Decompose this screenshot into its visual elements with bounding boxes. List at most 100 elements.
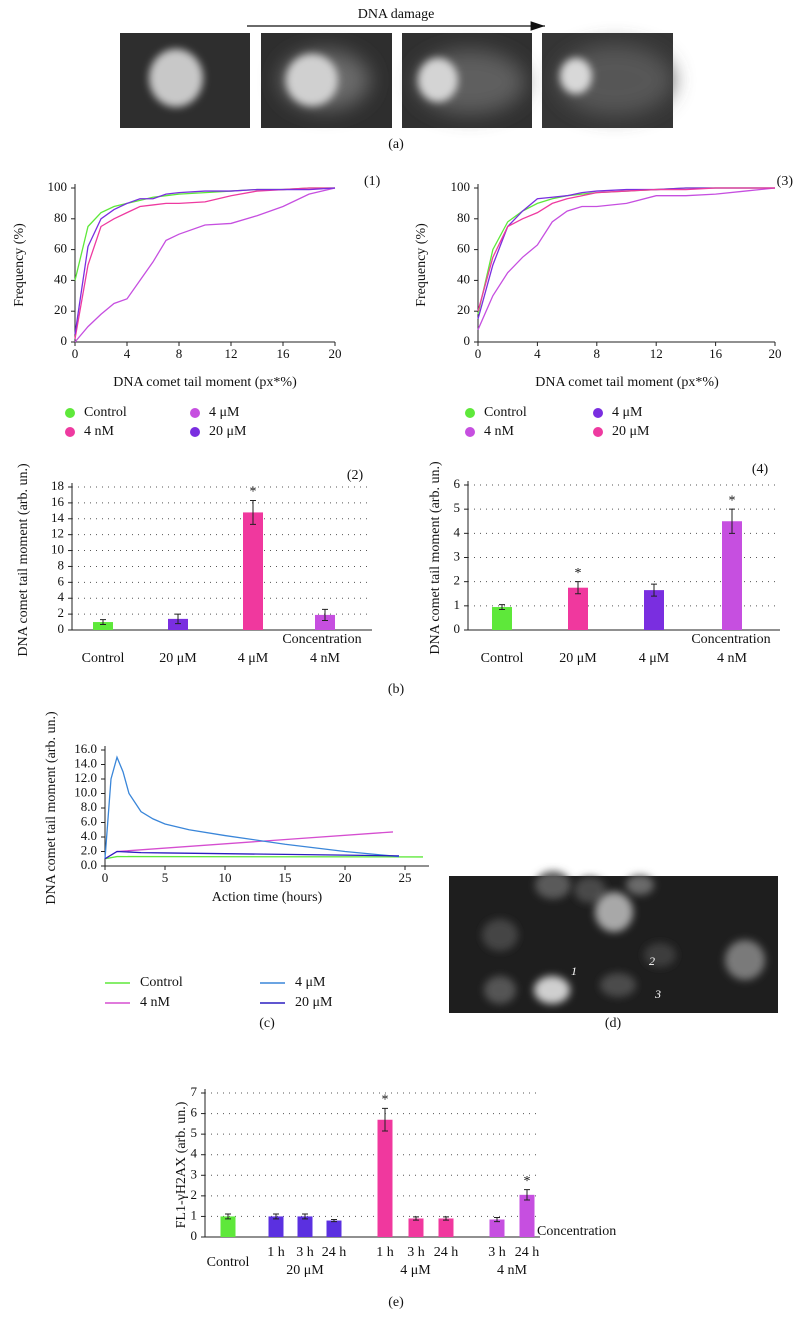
y-tick-label: 12 — [51, 526, 64, 541]
x-tick-label: 4 nM — [310, 651, 341, 666]
error-bar — [499, 604, 505, 610]
y-tick-label: 5 — [191, 1125, 198, 1140]
legend-label: Control — [140, 975, 183, 990]
x-tick-label: 20 — [769, 346, 782, 361]
x-tick-label: Control — [481, 651, 524, 666]
series-line — [477, 187, 776, 330]
series-line — [104, 755, 400, 859]
legend-label: Control — [84, 405, 127, 420]
y-tick-label: 4 — [58, 589, 65, 604]
group-label: 4 nM — [497, 1263, 528, 1278]
x-tick-label: 24 h — [322, 1245, 347, 1260]
x-tick-label: 1 h — [267, 1245, 285, 1260]
cell-label: 2 — [649, 954, 655, 968]
y-tick-label: 1 — [454, 597, 461, 612]
error-bar — [225, 1213, 231, 1220]
comet-head — [560, 58, 592, 94]
error-bar — [575, 581, 581, 595]
y-tick-label: 7 — [191, 1084, 198, 1099]
x-tick-label: 20 μM — [559, 651, 597, 666]
legend-swatch — [190, 427, 200, 437]
bar — [377, 1119, 393, 1237]
x-axis-title: Concentration — [282, 632, 361, 647]
x-tick-label: 4 — [124, 346, 131, 361]
x-tick-label: 10 — [219, 870, 232, 885]
panel-label: (a) — [388, 137, 404, 152]
comet-images — [120, 33, 673, 128]
error-bar — [273, 1213, 279, 1220]
y-tick-label: 80 — [457, 210, 470, 225]
cell-label: 1 — [571, 964, 577, 978]
nucleus — [600, 973, 636, 997]
error-bar — [100, 619, 106, 625]
y-tick-label: 100 — [48, 179, 68, 194]
bar — [489, 1219, 505, 1237]
arrow-label: DNA damage — [358, 7, 435, 22]
y-tick-label: 16.0 — [74, 741, 97, 756]
nucleus — [574, 877, 606, 903]
group-label: 4 μM — [400, 1263, 431, 1278]
panel-label: (d) — [605, 1016, 622, 1031]
x-tick-label: 12 — [225, 346, 238, 361]
y-tick-label: 20 — [457, 302, 470, 317]
bar — [326, 1220, 342, 1237]
series-line — [74, 187, 335, 340]
significance-marker: * — [382, 1093, 389, 1108]
y-tick-label: 40 — [457, 271, 470, 286]
x-tick-label: 4 μM — [238, 651, 269, 666]
x-tick-label: 20 μM — [159, 651, 197, 666]
legend-swatch — [190, 408, 200, 418]
bar — [220, 1216, 236, 1237]
x-tick-label: 0 — [475, 346, 482, 361]
panel-label: (1) — [364, 174, 381, 189]
legend-label: 20 μM — [295, 995, 333, 1010]
y-tick-label: 4 — [454, 524, 461, 539]
x-tick-label: 16 — [709, 346, 723, 361]
x-tick-label: 16 — [277, 346, 291, 361]
legend-swatch — [465, 427, 475, 437]
error-bar — [302, 1213, 308, 1220]
bar — [568, 587, 588, 630]
y-tick-label: 5 — [454, 500, 461, 515]
x-tick-label: 24 h — [434, 1245, 459, 1260]
y-tick-label: 2.0 — [81, 842, 97, 857]
panel-label: (e) — [388, 1295, 404, 1310]
x-tick-label: 3 h — [407, 1245, 425, 1260]
panel-label: (2) — [347, 468, 364, 483]
y-tick-label: 2 — [58, 605, 65, 620]
bar — [722, 521, 742, 630]
nucleus — [484, 976, 516, 1004]
y-axis-title: Frequency (%) — [414, 223, 429, 307]
y-tick-label: 40 — [54, 271, 67, 286]
x-tick-label: 5 — [162, 870, 169, 885]
significance-marker: * — [729, 493, 736, 508]
y-tick-label: 60 — [457, 241, 470, 256]
y-tick-label: 6 — [454, 476, 461, 491]
series-line — [74, 187, 336, 343]
y-axis-title: DNA comet tail moment (arb. un.) — [16, 463, 31, 657]
y-tick-label: 6 — [58, 573, 65, 588]
legend-label: 4 nM — [484, 424, 515, 439]
legend-label: 4 nM — [84, 424, 115, 439]
legend-swatch — [593, 408, 603, 418]
x-axis-title: DNA comet tail moment (px*%) — [535, 375, 719, 390]
y-axis-title: DNA comet tail moment (arb. un.) — [44, 711, 59, 905]
series-line — [477, 187, 775, 315]
nucleus — [595, 892, 633, 932]
legend-label: 20 μM — [612, 424, 650, 439]
y-tick-label: 0 — [61, 333, 68, 348]
group-label: 20 μM — [286, 1263, 324, 1278]
bar — [492, 607, 512, 630]
error-bar — [250, 500, 256, 525]
legend-label: 20 μM — [209, 424, 247, 439]
x-tick-label: Control — [82, 651, 125, 666]
x-axis-title: Action time (hours) — [212, 890, 323, 905]
significance-marker: * — [524, 1174, 531, 1189]
x-tick-label: 3 h — [296, 1245, 314, 1260]
y-tick-label: 14 — [51, 510, 65, 525]
y-tick-label: 18 — [51, 478, 64, 493]
x-tick-label: 8 — [176, 346, 183, 361]
nucleus — [626, 875, 654, 895]
legend-label: 4 nM — [140, 995, 171, 1010]
series-line — [477, 187, 775, 320]
